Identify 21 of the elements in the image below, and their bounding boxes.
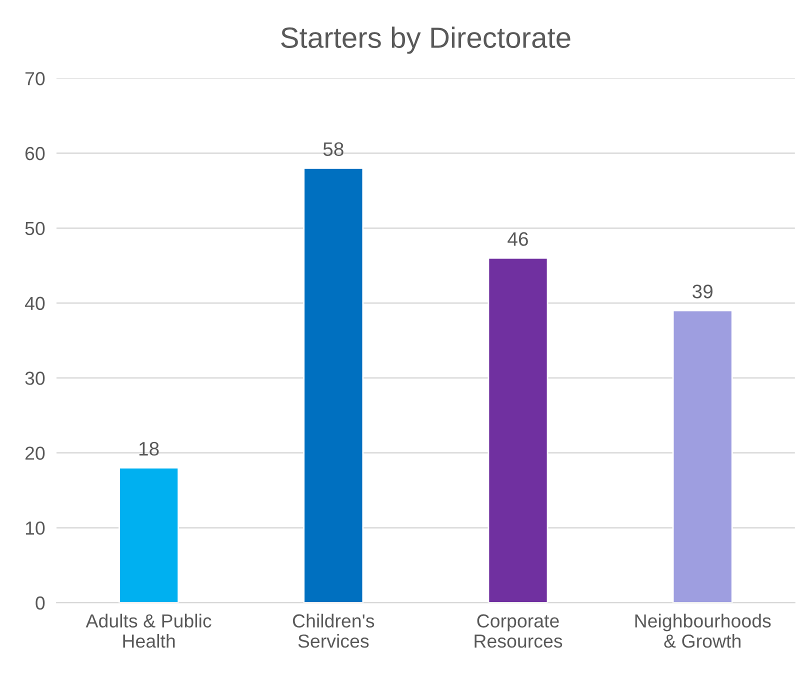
chart-title: Starters by Directorate: [281, 26, 570, 54]
bar: [303, 168, 364, 603]
x-tick-label: Children's Services: [292, 614, 374, 648]
data-label: 46: [508, 232, 528, 246]
bar: [672, 310, 733, 603]
x-tick-label: Neighbourhoods & Growth: [635, 614, 771, 648]
y-tick-label: 70: [25, 72, 45, 86]
y-tick-label: 20: [25, 446, 45, 460]
y-tick-label: 40: [24, 296, 45, 310]
bar: [118, 467, 180, 603]
y-tick-label: 60: [25, 146, 45, 160]
data-label: 39: [692, 284, 712, 298]
data-label: 58: [323, 142, 344, 156]
bar: [488, 257, 548, 603]
y-tick-label: 0: [36, 596, 45, 610]
data-label: 18: [139, 442, 159, 456]
y-tick-label: 30: [25, 372, 45, 385]
y-tick-label: 10: [26, 521, 45, 535]
x-tick-label: Corporate Resources: [474, 614, 562, 648]
y-tick-label: 50: [25, 222, 45, 236]
x-tick-label: Adults & Public Health: [86, 614, 212, 648]
